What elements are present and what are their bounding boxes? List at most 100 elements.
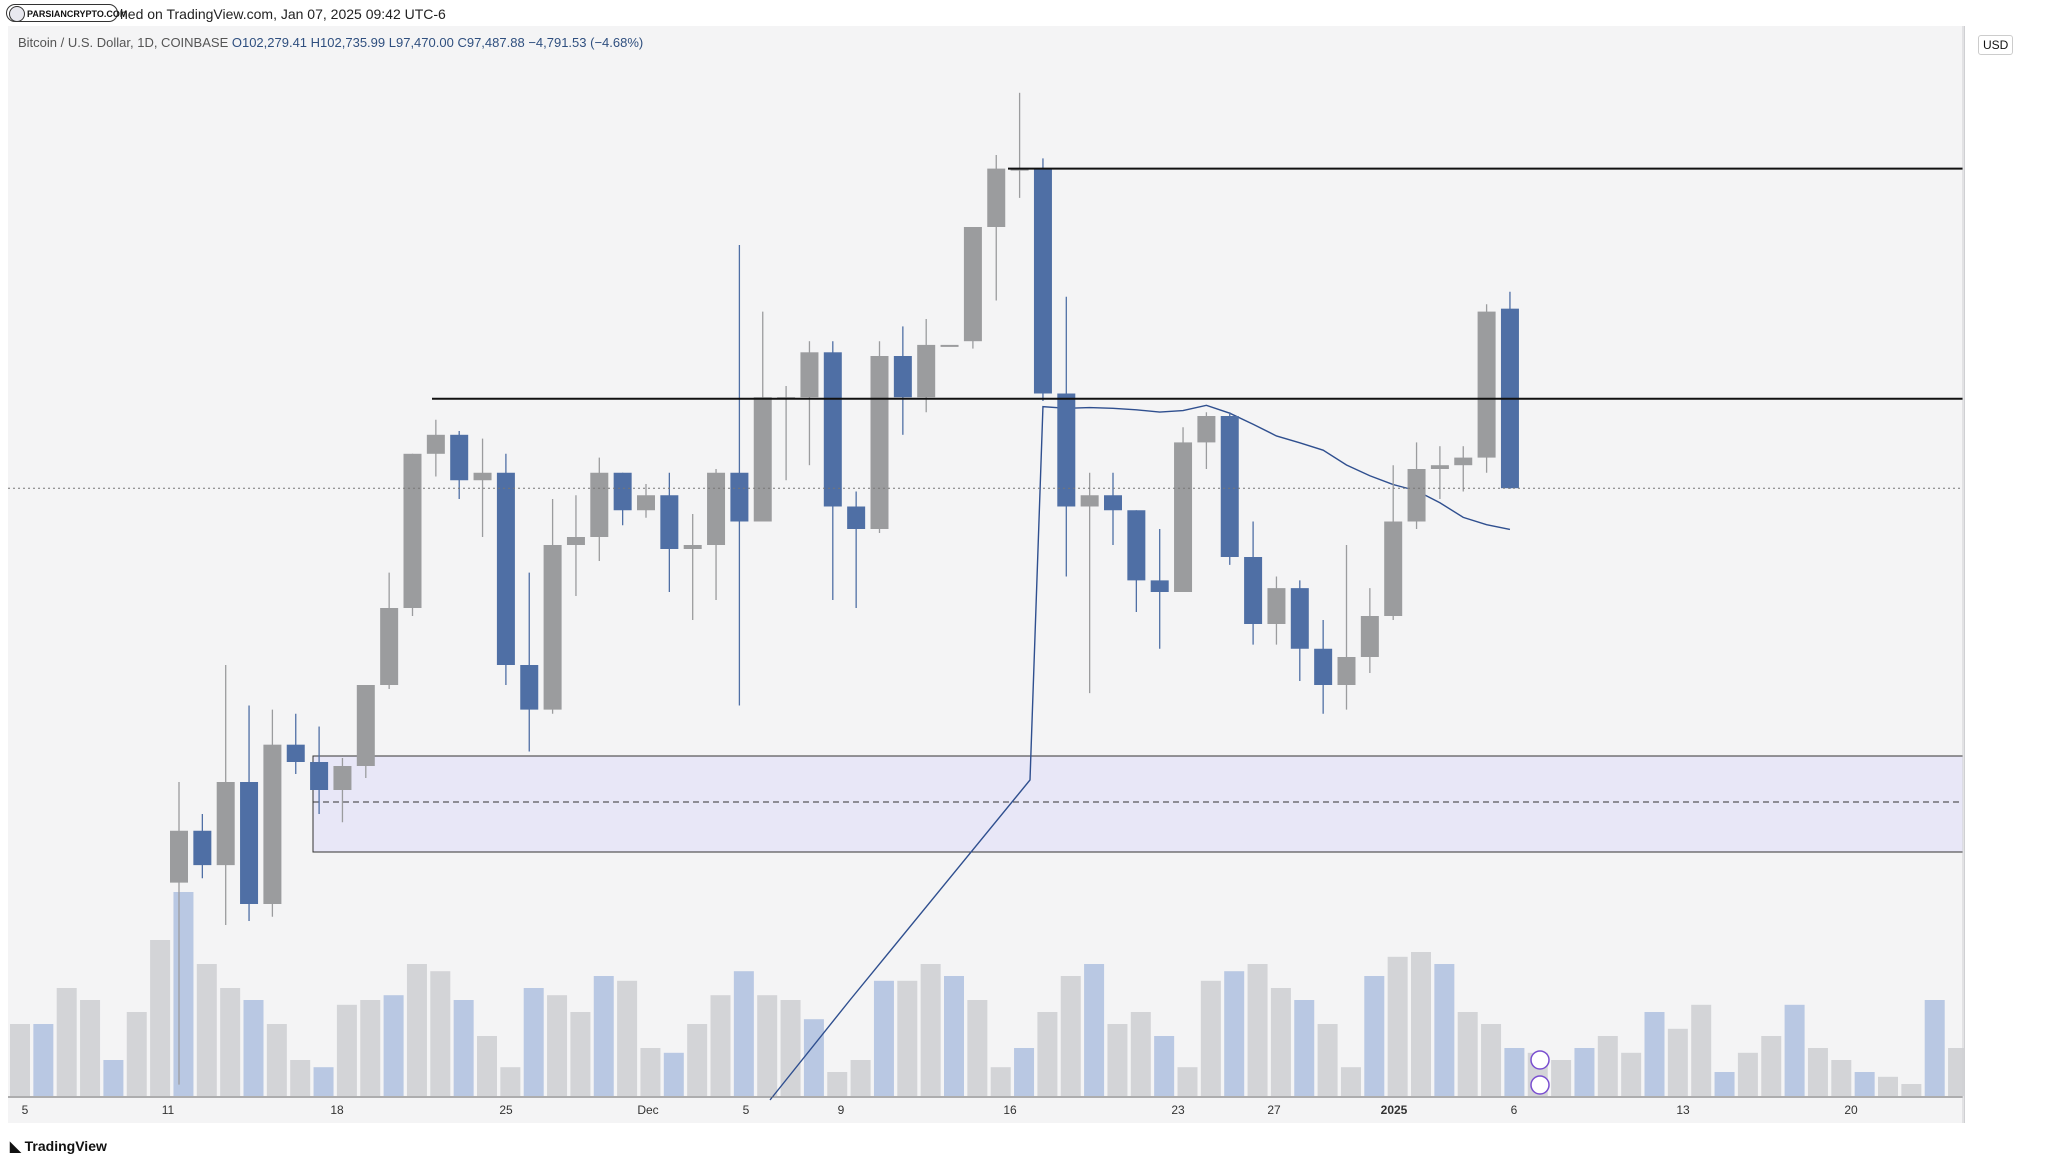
candle	[1337, 545, 1356, 710]
price-axis[interactable]	[1964, 26, 2048, 1123]
volume-bar	[80, 1000, 101, 1096]
candle-body	[1360, 616, 1379, 657]
volume-bar	[383, 995, 404, 1096]
volume-bar	[687, 1024, 708, 1096]
candle-body	[940, 344, 959, 347]
legend-open: O102,279.41	[231, 35, 308, 50]
candle	[1454, 446, 1473, 492]
volume-bar	[103, 1060, 124, 1096]
candle	[566, 495, 585, 596]
candle	[1290, 580, 1309, 681]
candle-body	[590, 472, 609, 537]
candle	[1033, 158, 1052, 401]
legend-change: −4,791.53 (−4.68%)	[528, 35, 644, 50]
volume-bar	[1854, 1072, 1875, 1096]
candle	[333, 758, 352, 823]
volume-bar	[873, 980, 894, 1096]
candle-body	[263, 744, 282, 904]
volume-bar	[1247, 964, 1268, 1096]
candle-body	[450, 434, 469, 481]
candle-body	[193, 830, 212, 866]
candle-body	[1244, 557, 1263, 624]
volume-bar	[850, 1060, 871, 1096]
volume-bar	[803, 1019, 824, 1096]
candle-body	[310, 762, 329, 790]
volume-bar	[1084, 964, 1105, 1096]
x-tick-label: 9	[838, 1103, 845, 1117]
candle	[1127, 510, 1146, 612]
logo-text: PARSIANCRYPTO.COM	[27, 9, 128, 19]
candle-body	[403, 453, 422, 608]
volume-bar	[1761, 1036, 1782, 1096]
volume-bar	[757, 995, 778, 1096]
candle-body	[753, 397, 772, 522]
volume-bar	[56, 988, 77, 1096]
candle	[310, 726, 329, 814]
volume-bar	[523, 988, 544, 1096]
volume-bar	[663, 1052, 684, 1096]
candle	[1500, 291, 1519, 489]
candle	[356, 685, 375, 778]
volume-bar	[196, 964, 217, 1096]
candle-body	[893, 356, 912, 398]
candle-body	[613, 472, 632, 511]
candle-body	[496, 472, 515, 665]
candle	[847, 491, 866, 608]
volume-bar	[570, 1012, 591, 1096]
candle	[496, 453, 515, 685]
volume-bar	[33, 1024, 54, 1096]
x-tick-label: 6	[1511, 1103, 1518, 1117]
lightning-icon	[1530, 1075, 1550, 1095]
volume-bar	[920, 964, 941, 1096]
candle-body	[683, 545, 702, 549]
volume-bar	[1177, 1067, 1198, 1096]
currency-selector[interactable]: USD	[1978, 35, 2014, 55]
candle-body	[1197, 416, 1216, 443]
candle-body	[707, 472, 726, 545]
candle-body	[1104, 495, 1122, 511]
candle-body	[730, 472, 749, 522]
volume-bar	[266, 1024, 287, 1096]
brand-text: TradingView	[24, 1138, 107, 1154]
candle	[777, 386, 796, 481]
x-tick-label: 2025	[1381, 1103, 1408, 1117]
volume-bar	[1551, 1060, 1572, 1096]
volume-bar	[1317, 1024, 1338, 1096]
candle-body	[823, 352, 842, 507]
candle-body	[216, 782, 235, 866]
candle	[170, 782, 188, 1085]
candle-body	[356, 685, 375, 766]
candle	[520, 572, 539, 752]
candle-body	[870, 356, 889, 529]
candle-body	[1057, 393, 1076, 507]
volume-bar	[1037, 1012, 1058, 1096]
volume-bar	[243, 1000, 264, 1096]
volume-bar	[150, 940, 171, 1096]
x-tick-label: 16	[1003, 1103, 1017, 1117]
volume-bar	[640, 1048, 661, 1096]
volume-bar	[1807, 1048, 1828, 1096]
x-tick-label: 23	[1171, 1103, 1185, 1117]
volume-bar	[967, 1000, 988, 1096]
volume-bar	[1154, 1036, 1175, 1096]
x-tick-label: 25	[499, 1103, 513, 1117]
candle	[240, 705, 259, 921]
volume-bar	[1901, 1084, 1922, 1096]
volume-bar	[1667, 1028, 1688, 1096]
candle-body	[543, 545, 562, 710]
volume-bar	[1411, 952, 1431, 1096]
candles	[170, 92, 1519, 1085]
candle	[1197, 412, 1216, 469]
x-tick-label: 5	[743, 1103, 750, 1117]
volume-bar	[1481, 1024, 1502, 1096]
candle	[1430, 446, 1449, 499]
volume-bar	[1784, 1004, 1805, 1096]
candle-body	[1314, 648, 1333, 685]
candle-body	[473, 472, 492, 481]
candle-body	[847, 506, 866, 529]
x-tick-label: 20	[1844, 1103, 1858, 1117]
candle	[660, 472, 679, 592]
candle-body	[170, 830, 188, 883]
candle-body	[1220, 416, 1239, 557]
